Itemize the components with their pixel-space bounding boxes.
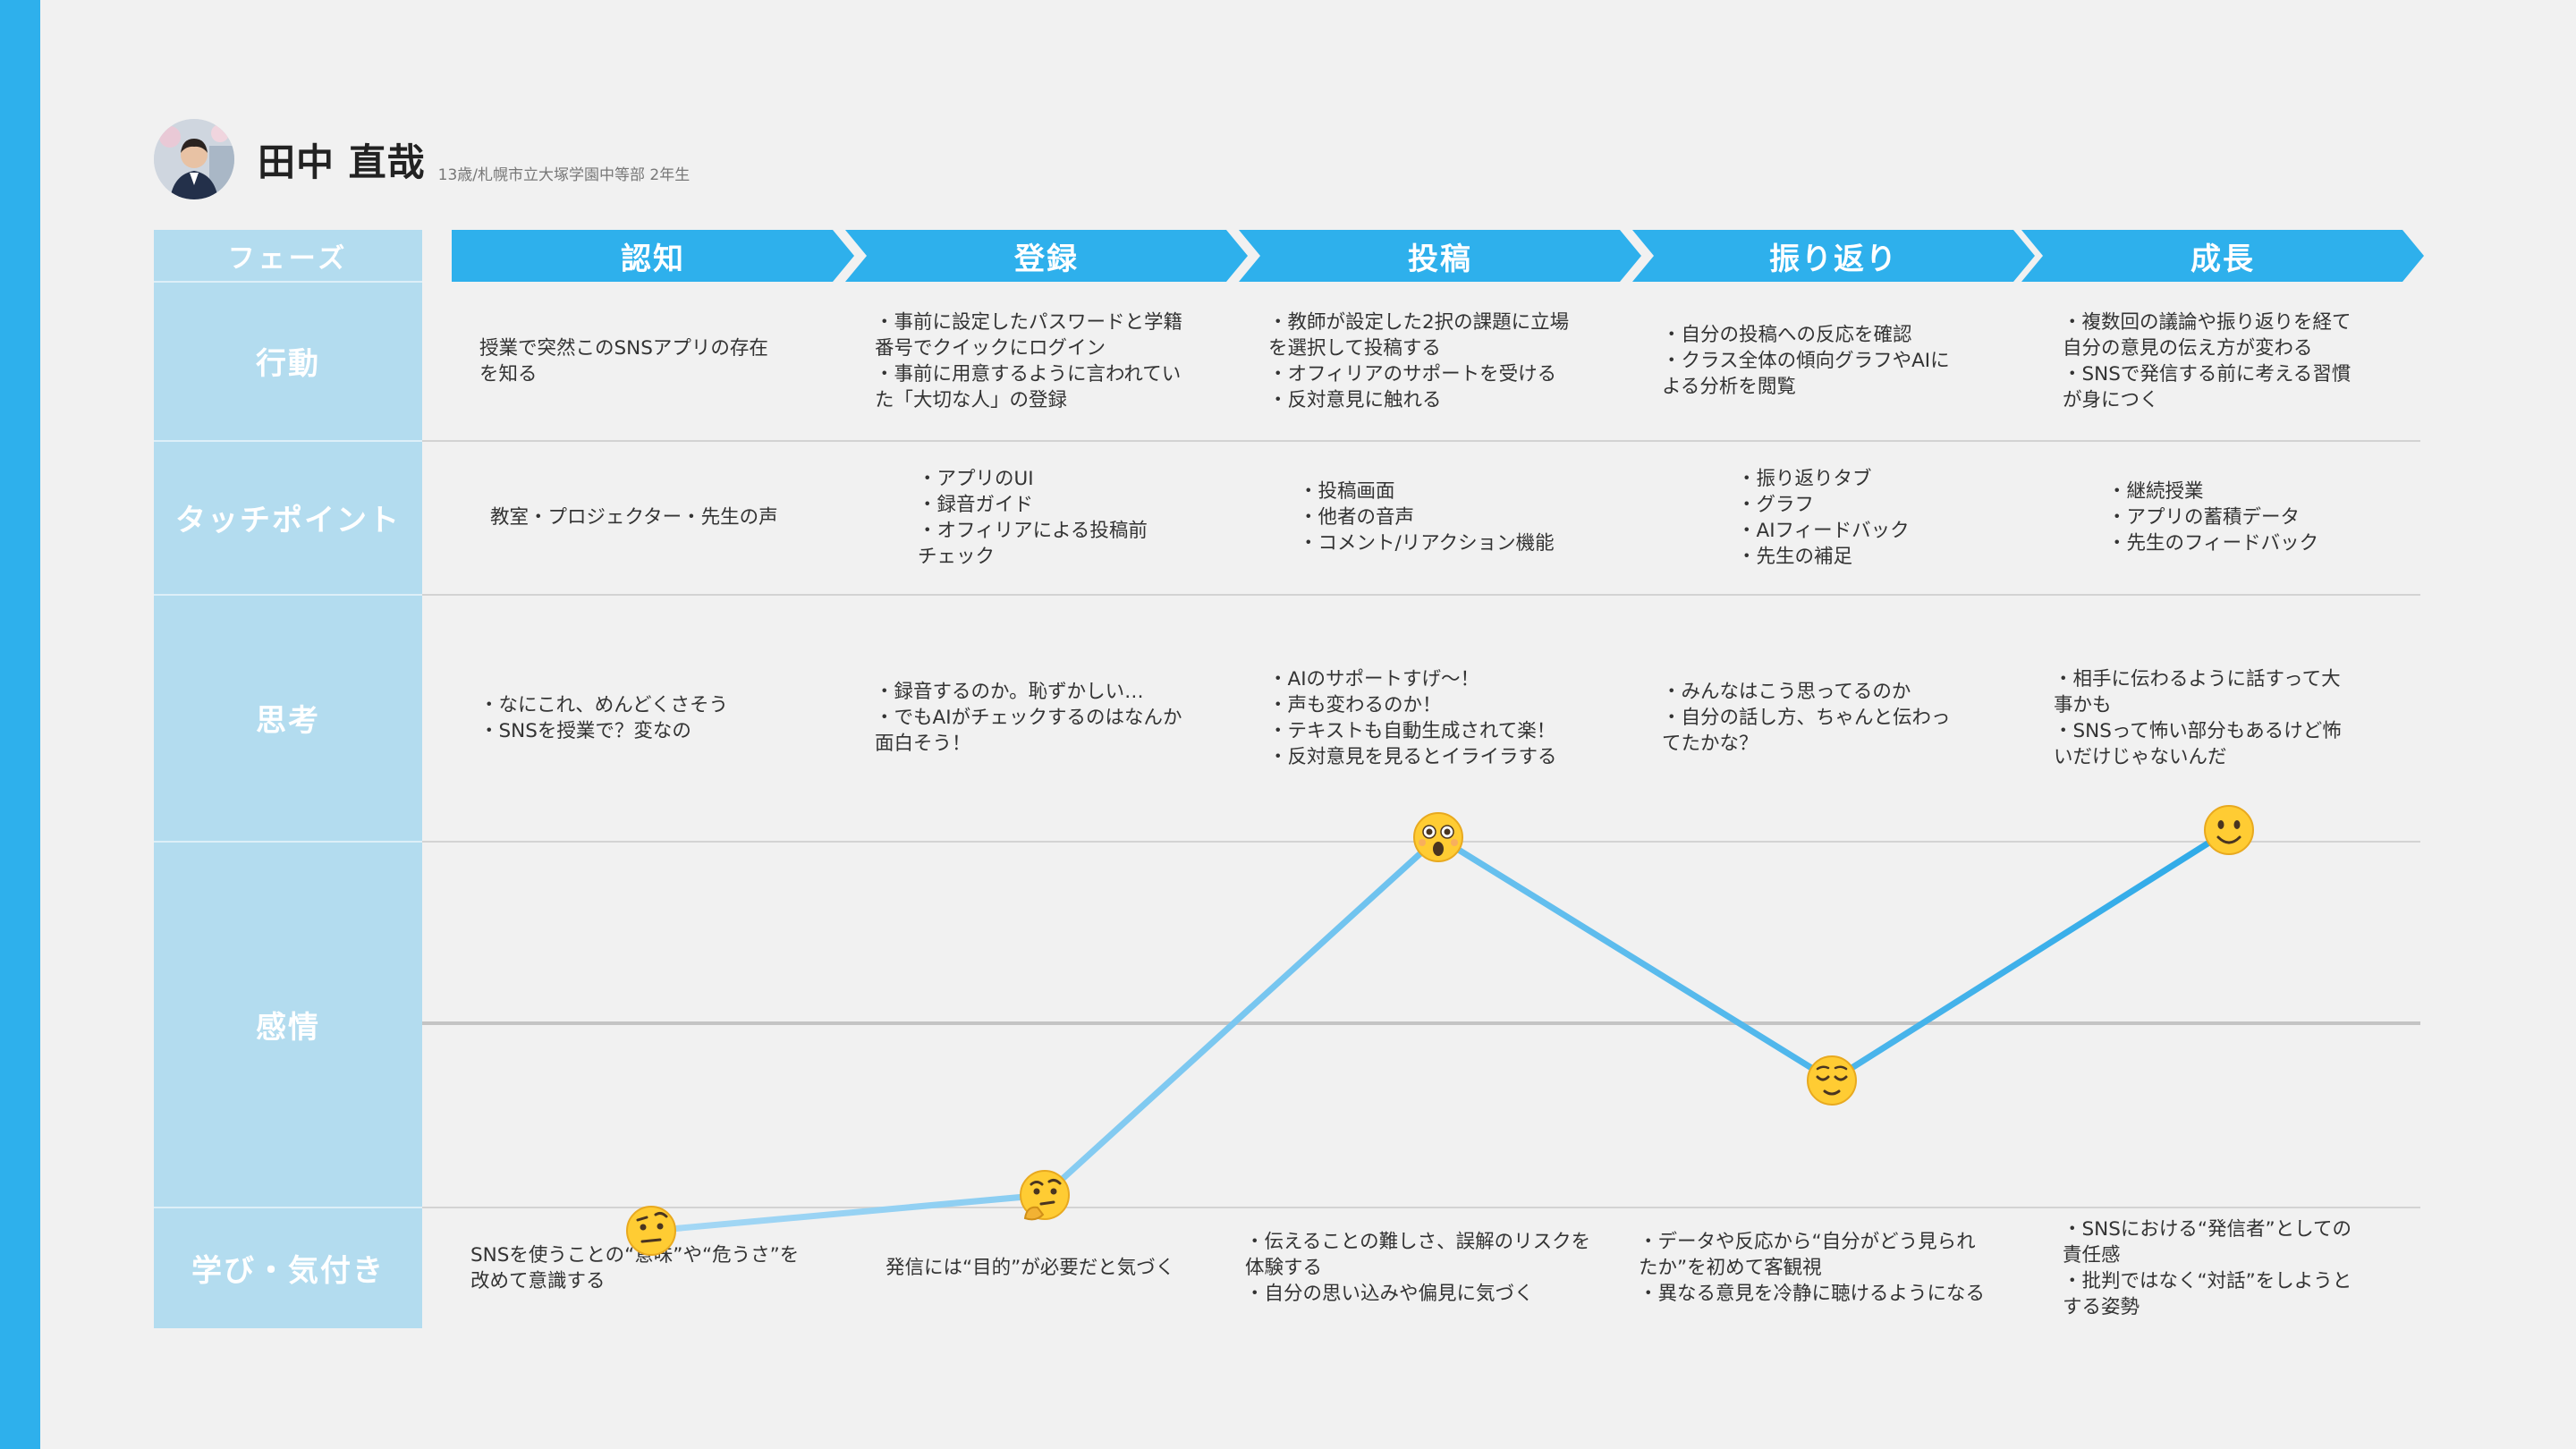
row-label-phase: フェーズ bbox=[227, 243, 349, 275]
action-cell-3: ・教師が設定した2択の課題に立場 を選択して投稿する ・オフィリアのサポートを受… bbox=[1268, 310, 1570, 411]
touchpoint-cell-4: ・振り返りタブ ・グラフ ・AIフィードバック ・先生の補足 bbox=[1737, 467, 1910, 568]
relieved-face-icon bbox=[1807, 1055, 1857, 1106]
action-cell-1: 授業で突然このSNSアプリの存在 を知る bbox=[479, 336, 768, 386]
profile-header: 田中 直哉 13歳/札幌市立大塚学園中等部 2年生 bbox=[154, 118, 690, 200]
action-cell-5: ・複数回の議論や振り返りを経て 自分の意見の伝え方が変わる ・SNSで発信する前… bbox=[2063, 310, 2351, 411]
learning-cell-3: ・伝えることの難しさ、誤解のリスクを 体験する ・自分の思い込みや偏見に気づく bbox=[1245, 1231, 1591, 1305]
label-divider bbox=[154, 1207, 422, 1208]
learning-cell-1: SNSを使うことの“意味”や“危うさ”を 改めて意識する bbox=[470, 1243, 800, 1292]
row-divider bbox=[422, 1207, 2420, 1208]
learning-cell-4: ・データや反応から“自分がどう見られ たか”を初めて客観視 ・異なる意見を冷静に… bbox=[1639, 1231, 1986, 1305]
avatar bbox=[154, 119, 234, 199]
touchpoint-cell-3: ・投稿画面 ・他者の音声 ・コメント/リアクション機能 bbox=[1299, 480, 1555, 555]
row-label-thought: 思考 bbox=[256, 703, 320, 739]
touchpoint-cell-2: ・アプリのUI ・録音ガイド ・オフィリアによる投稿前 チェック bbox=[918, 467, 1148, 568]
emotion-line-segment bbox=[1435, 834, 1835, 1084]
row-label-learning: 学び・気付き bbox=[191, 1253, 385, 1289]
row-divider bbox=[422, 841, 2420, 843]
emotion-line-segment bbox=[1828, 826, 2233, 1084]
label-divider bbox=[154, 281, 422, 283]
row-divider bbox=[422, 594, 2420, 596]
thought-cell-2: ・録音するのか。恥ずかしい… ・でもAIがチェックするのはなんか 面白そう！ bbox=[875, 681, 1182, 755]
thought-cell-1: ・なにこれ、めんどくさそう ・SNSを授業で？変なの bbox=[479, 693, 728, 742]
action-cell-2: ・事前に設定したパスワードと学籍 番号でクイックにログイン ・事前に用意するよう… bbox=[875, 310, 1183, 411]
emotion-line-segment bbox=[1041, 834, 1442, 1199]
row-label-emotion: 感情 bbox=[256, 1009, 320, 1046]
row-label-touchpoint: タッチポイント bbox=[175, 503, 401, 538]
phase-arrow-3: 投稿 bbox=[1239, 230, 1641, 282]
thought-cell-3: ・AIのサポートすげ〜！ ・声も変わるのか！ ・テキストも自動生成されて楽！ ・… bbox=[1268, 667, 1557, 768]
row-label-column bbox=[154, 230, 422, 1328]
phase-arrow-5: 成長 bbox=[2021, 230, 2424, 282]
touchpoint-cell-5: ・継続授業 ・アプリの蓄積データ ・先生のフィードバック bbox=[2107, 480, 2319, 555]
label-divider bbox=[154, 841, 422, 843]
label-divider bbox=[154, 440, 422, 442]
left-accent-bar bbox=[0, 0, 40, 1449]
touchpoint-cell-1: 教室・プロジェクター・先生の声 bbox=[490, 506, 778, 529]
row-label-action: 行動 bbox=[256, 346, 320, 382]
user-name: 田中 直哉 bbox=[258, 140, 426, 184]
thought-cell-5: ・相手に伝わるように話すって大 事かも ・SNSって怖い部分もあるけど怖 いだけ… bbox=[2054, 667, 2342, 768]
user-subtitle: 13歳/札幌市立大塚学園中等部 2年生 bbox=[437, 165, 691, 184]
phase-arrow-1: 認知 bbox=[452, 230, 854, 282]
phase-arrow-2: 登録 bbox=[845, 230, 1248, 282]
learning-cell-2: 発信には“目的”が必要だと気づく bbox=[886, 1257, 1175, 1279]
row-divider bbox=[422, 440, 2420, 442]
label-divider bbox=[154, 594, 422, 596]
phase-arrow-4: 振り返り bbox=[1632, 230, 2035, 282]
learning-cell-5: ・SNSにおける“発信者”としての 責任感 ・批判ではなく“対話”をしようと す… bbox=[2063, 1217, 2352, 1318]
student-portrait-icon bbox=[154, 119, 234, 199]
action-cell-4: ・自分の投稿への反応を確認 ・クラス全体の傾向グラフやAIに よる分析を閲覧 bbox=[1662, 324, 1950, 398]
thought-cell-4: ・みんなはこう思ってるのか ・自分の話し方、ちゃんと伝わっ てたかな？ bbox=[1662, 681, 1951, 755]
